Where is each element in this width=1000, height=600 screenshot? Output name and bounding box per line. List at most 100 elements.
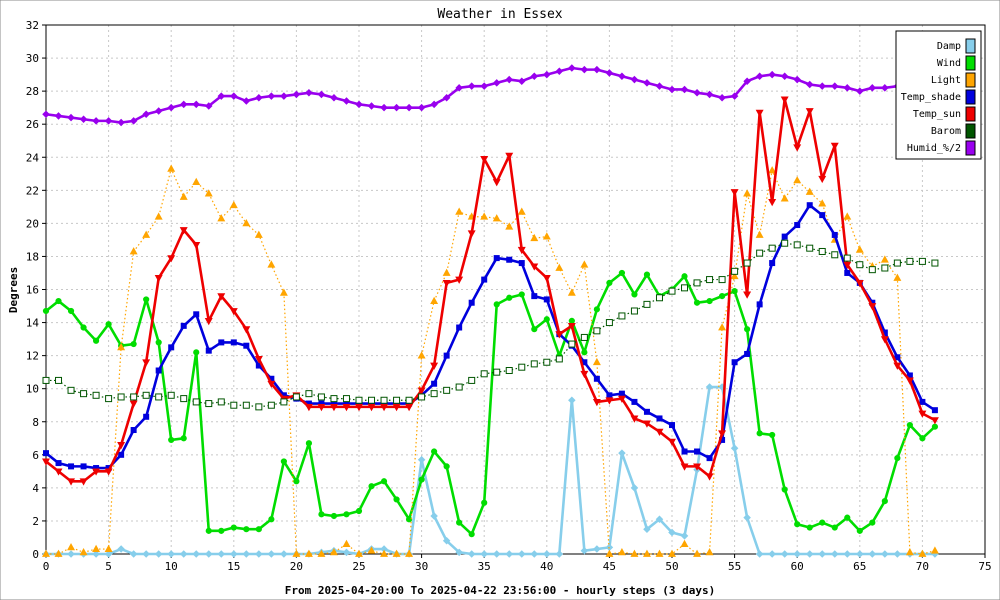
humid-2-point [793,75,801,84]
barom-point [568,340,576,348]
temp-sun-point [117,441,126,450]
y-tick-label: 10 [26,383,39,396]
x-tick-label: 75 [978,560,991,573]
damp-point [780,550,789,558]
temp-sun-point [167,255,176,263]
temp-sun-point [930,417,939,425]
temp-sun-point [217,293,226,301]
temp-shade-point [756,301,763,308]
barom-point [267,401,275,409]
light-point [92,544,101,552]
barom-point [756,249,764,257]
humid-2-point [668,85,676,94]
light-point [367,546,376,554]
wind-point [718,293,726,300]
light-point [79,548,88,556]
humid-2-point [280,92,288,100]
barom-point [455,383,463,391]
barom-point [355,396,363,404]
temp-sun-point [392,403,401,412]
light-point [104,544,113,552]
temp-shade-point [431,380,438,387]
barom-point [480,370,488,378]
light-point [204,189,213,197]
humid-2-point [755,72,764,81]
wind-point [831,524,838,531]
temp-sun-point [67,478,76,486]
humid-2-point [505,75,514,84]
temp-sun-point [79,478,88,486]
light-point [217,214,226,222]
humid-2-point [117,118,125,127]
wind-point [431,448,438,455]
light-point [355,549,363,557]
y-tick-label: 24 [26,151,40,164]
barom-point [80,390,88,398]
humid-2-point [568,64,576,72]
temp-sun-point [530,263,539,271]
legend-swatch-light [965,72,976,88]
barom-point [67,386,75,394]
temp-shade-point [443,352,450,359]
humid-2-point [693,89,701,97]
light-point [642,549,651,557]
temp-shade-point [731,359,738,366]
barom-point [342,395,350,403]
temp-sun-point [467,230,476,238]
temp-shade-point [744,350,751,357]
damp-point [480,550,488,558]
light-point [179,192,188,200]
humid-2-point [242,97,251,105]
temp-sun-point [492,179,501,187]
temp-sun-point [455,276,464,284]
temp-shade-point [481,276,488,283]
light-point [605,549,614,557]
temp-sun-point [342,403,351,412]
series-layer [42,64,939,558]
humid-2-point [618,72,626,81]
temp-sun-point [730,189,739,197]
chart-title: Weather in Essex [437,7,562,22]
humid-2-point [267,92,276,100]
light-point [780,194,789,202]
barom-point [405,396,413,404]
barom-point [55,376,63,384]
light-point [580,260,589,268]
light-point [392,549,401,557]
temp-sun-point [680,463,689,471]
wind-point [105,321,112,328]
wind-point [168,436,175,444]
temp-sun-point [442,279,451,288]
humid-2-point [42,110,50,119]
wind-point [881,498,888,505]
wind-point [643,271,651,278]
damp-point [893,550,902,558]
wind-point [218,527,225,534]
light-point [793,176,802,184]
barom-point [280,398,288,406]
light-point [730,271,739,280]
temp-sun-point [805,108,814,116]
light-point [918,549,927,557]
humid-2-point [743,77,751,85]
light-point [492,214,501,222]
humid-2-point [655,82,664,90]
light-point [242,219,251,227]
barom-point [781,239,789,247]
temp-sun-point [605,397,614,405]
damp-point [580,546,589,555]
damp-point [530,550,539,558]
temp-shade-point [180,322,187,329]
humid-2-point [492,79,501,87]
barom-point [317,393,325,401]
damp-point [680,532,689,540]
barom-point [468,376,476,384]
x-tick-label: 15 [227,560,240,573]
x-tick-label: 70 [916,560,929,573]
wind-point [631,291,638,298]
humid-2-point [442,93,451,102]
damp-point [442,537,451,545]
humid-2-point [630,75,639,84]
y-axis-title: Degrees [7,267,20,313]
barom-point [731,267,739,275]
